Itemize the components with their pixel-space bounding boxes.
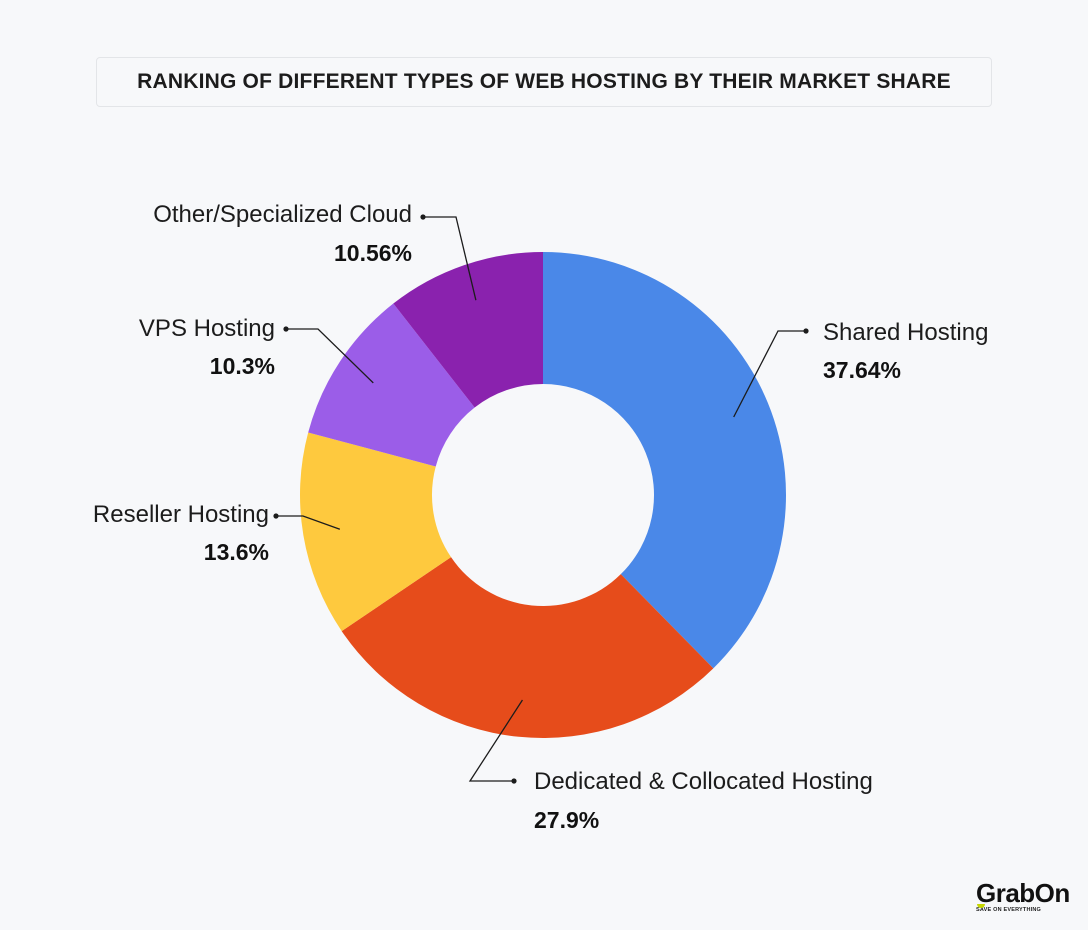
slice-shared-hosting	[543, 252, 786, 669]
leader-dot-reseller-hosting	[273, 513, 279, 519]
label-dedicated-collocated-hosting: Dedicated & Collocated Hosting	[534, 768, 873, 795]
slice-reseller-hosting	[300, 432, 452, 632]
label-reseller-hosting: Reseller Hosting	[93, 501, 269, 528]
slice-dedicated-collocated-hosting	[341, 557, 714, 738]
leader-dot-dedicated-collocated-hosting	[511, 778, 517, 784]
value-label-reseller-hosting: 13.6%	[204, 539, 269, 565]
label-vps-hosting: VPS Hosting	[139, 315, 275, 342]
label-other-specialized-cloud: Other/Specialized Cloud	[153, 201, 412, 228]
leader-dot-vps-hosting	[283, 326, 289, 332]
leader-line-shared-hosting	[733, 330, 806, 418]
grabon-logo: GrabOn SAVE ON EVERYTHING	[976, 878, 1070, 920]
leader-line-dedicated-collocated-hosting	[468, 699, 523, 782]
value-label-dedicated-collocated-hosting: 27.9%	[534, 807, 599, 833]
leader-dot-shared-hosting	[803, 328, 809, 334]
leader-line-vps-hosting	[286, 328, 374, 384]
label-shared-hosting: Shared Hosting	[823, 319, 988, 346]
logo-wordmark: GrabOn	[976, 878, 1070, 908]
chart-title: RANKING OF DIFFERENT TYPES OF WEB HOSTIN…	[137, 70, 951, 93]
leader-line-other-specialized-cloud	[423, 216, 477, 301]
leader-line-reseller-hosting	[276, 515, 341, 530]
logo-tagline: SAVE ON EVERYTHING	[976, 907, 1042, 913]
slice-vps-hosting	[308, 303, 475, 467]
slice-other-specialized-cloud	[393, 252, 543, 408]
value-label-vps-hosting: 10.3%	[210, 353, 275, 379]
logo-accent-mark	[977, 904, 985, 908]
chart-title-box: RANKING OF DIFFERENT TYPES OF WEB HOSTIN…	[96, 57, 992, 107]
value-label-other-specialized-cloud: 10.56%	[334, 240, 412, 266]
leader-dot-other-specialized-cloud	[420, 214, 426, 220]
value-label-shared-hosting: 37.64%	[823, 357, 901, 383]
